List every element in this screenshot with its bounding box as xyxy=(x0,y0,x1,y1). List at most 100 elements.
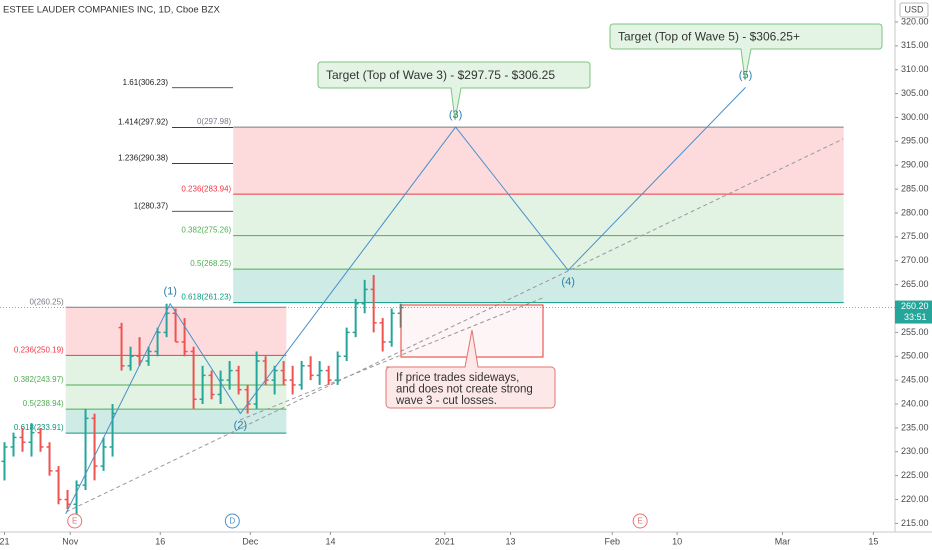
currency: USD xyxy=(904,4,924,14)
fib-label: 0(260.25) xyxy=(29,297,64,306)
x-tick-label: Mar xyxy=(775,536,791,546)
y-tick-label: 250.00 xyxy=(901,351,929,361)
callout-text: Target (Top of Wave 5) - $306.25+ xyxy=(618,30,800,44)
x-tick-label: Feb xyxy=(605,536,621,546)
ohlc-bar xyxy=(154,327,161,357)
y-tick-label: 305.00 xyxy=(901,88,929,98)
callout-text: Target (Top of Wave 3) - $297.75 - $306.… xyxy=(326,68,555,82)
ohlc-bar xyxy=(172,308,179,343)
ohlc-bar xyxy=(208,370,215,400)
ohlc-bar xyxy=(334,351,341,385)
ohlc-bar xyxy=(361,279,368,314)
y-tick-label: 300.00 xyxy=(901,112,929,122)
y-tick-label: 280.00 xyxy=(901,207,929,217)
ohlc-bar xyxy=(1,442,8,481)
event-marker xyxy=(632,513,648,529)
fib-zone xyxy=(65,409,287,434)
ohlc-bar xyxy=(118,322,125,371)
ohlc-bar xyxy=(316,361,323,385)
trend-line xyxy=(65,138,844,513)
callout-bubble xyxy=(317,61,591,121)
fib-label: 0.618(233.91) xyxy=(14,423,64,432)
y-tick-label: 240.00 xyxy=(901,398,929,408)
y-tick-label: 315.00 xyxy=(901,40,929,50)
event-marker xyxy=(224,513,240,529)
countdown: 33:51 xyxy=(904,312,927,322)
x-tick-label: 10 xyxy=(672,536,682,546)
ohlc-bar xyxy=(199,365,206,405)
ohlc-bar xyxy=(91,413,98,481)
ohlc-bar xyxy=(127,346,134,371)
ohlc-bar xyxy=(190,346,197,409)
fib-label: 0(297.98) xyxy=(197,117,232,126)
x-tick-label: 2021 xyxy=(435,536,455,546)
fib-label: 0.382(243.97) xyxy=(14,375,64,384)
ohlc-bar xyxy=(352,298,359,338)
x-tick-label: Nov xyxy=(62,536,79,546)
chart-title: ESTEE LAUDER COMPANIES INC, 1D, Cboe BZX xyxy=(3,5,220,16)
y-tick-label: 310.00 xyxy=(901,64,929,74)
ohlc-bar xyxy=(343,327,350,362)
fib-label: 0.236(283.94) xyxy=(181,184,231,193)
y-tick-label: 290.00 xyxy=(901,160,929,170)
ohlc-bar xyxy=(307,356,314,381)
ohlc-bar xyxy=(82,408,89,490)
wave-line xyxy=(65,87,746,515)
ohlc-bar xyxy=(271,365,278,395)
fib-label: 0.5(268.25) xyxy=(190,259,231,268)
ohlc-bar xyxy=(226,361,233,390)
ohlc-bar xyxy=(46,442,53,476)
event-marker xyxy=(67,513,83,529)
y-tick-label: 265.00 xyxy=(901,279,929,289)
x-tick-label: 16 xyxy=(155,536,165,546)
last-price-tag xyxy=(895,300,932,324)
last-price-label: 260.20 xyxy=(901,301,929,311)
event-label: D xyxy=(229,517,235,526)
ohlc-bar xyxy=(181,318,188,357)
y-tick-label: 255.00 xyxy=(901,327,929,337)
ohlc-bar xyxy=(280,361,287,385)
x-tick-label: Dec xyxy=(242,536,259,546)
ohlc-bar xyxy=(388,308,395,347)
y-tick-label: 220.00 xyxy=(901,494,929,504)
extension-label: 1.236(290.38) xyxy=(118,154,168,163)
y-tick-label: 215.00 xyxy=(901,518,929,528)
ohlc-bar xyxy=(325,365,332,385)
note-text: and does not create strong xyxy=(396,384,533,396)
ohlc-bar xyxy=(100,437,107,471)
fib-zone xyxy=(233,235,844,270)
event-label: E xyxy=(72,517,77,526)
y-tick-label: 270.00 xyxy=(901,255,929,265)
wave-label: (2) xyxy=(234,419,247,431)
y-tick-label: 275.00 xyxy=(901,231,929,241)
wave-label: (3) xyxy=(449,109,462,121)
fib-zone xyxy=(65,355,287,386)
y-tick-label: 230.00 xyxy=(901,446,929,456)
currency-box[interactable] xyxy=(899,2,929,18)
extension-label: 1.61(306.23) xyxy=(123,78,169,87)
wave-label: (4) xyxy=(561,276,574,288)
ohlc-bar xyxy=(370,275,377,333)
y-tick-label: 295.00 xyxy=(901,136,929,146)
ohlc-bar xyxy=(298,361,305,390)
ohlc-bar xyxy=(145,346,152,366)
fib-zone xyxy=(65,385,287,410)
ohlc-bar xyxy=(253,351,260,409)
extension-label: 1(280.37) xyxy=(134,201,169,210)
ohlc-bar xyxy=(235,365,242,395)
fib-zone xyxy=(233,194,844,236)
ohlc-bar xyxy=(289,365,296,395)
note-bubble xyxy=(385,329,556,409)
event-label: E xyxy=(638,517,643,526)
ohlc-bar xyxy=(37,427,44,452)
ohlc-bar xyxy=(163,303,170,338)
ohlc-bar xyxy=(10,432,17,457)
x-tick-label: 13 xyxy=(506,536,516,546)
y-tick-label: 235.00 xyxy=(901,422,929,432)
note-text: wave 3 - cut losses. xyxy=(395,395,497,407)
fib-label: 0.382(275.26) xyxy=(181,226,231,235)
ohlc-bar xyxy=(379,318,386,352)
x-tick-label: 15 xyxy=(868,536,878,546)
